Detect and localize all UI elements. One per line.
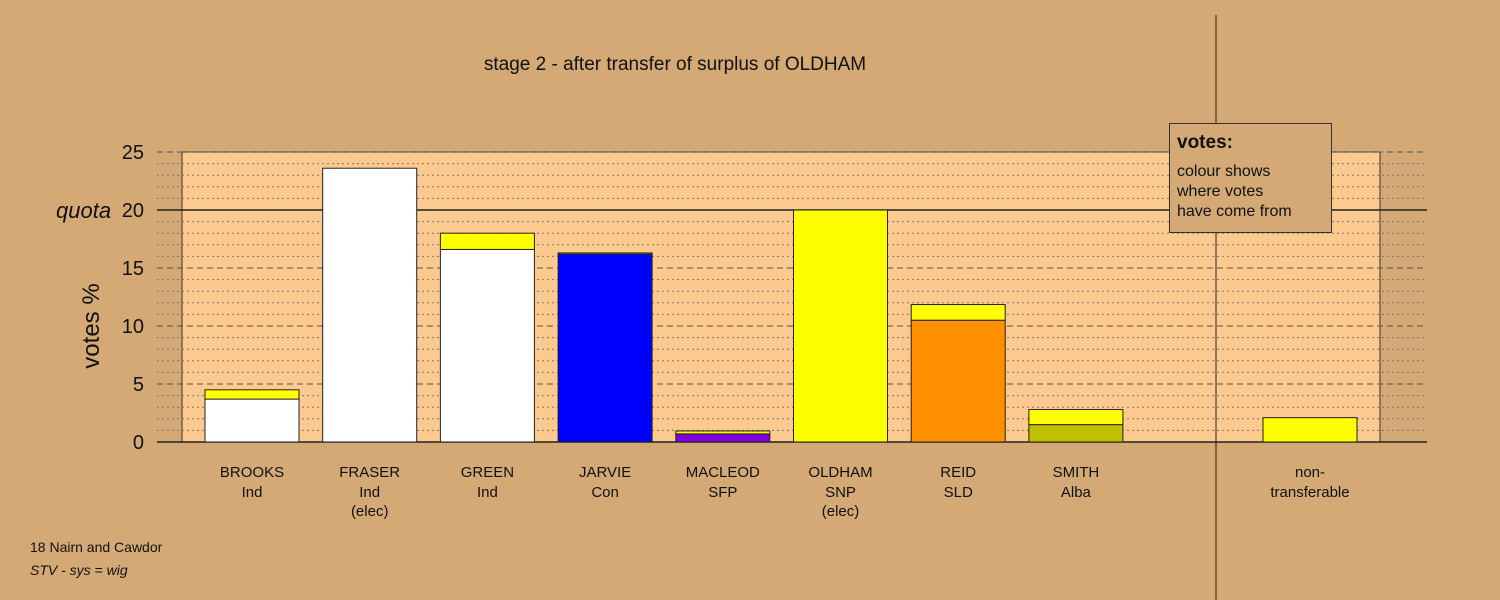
y-tick-label: 20 xyxy=(122,200,144,222)
candidate-party-smith: Alba xyxy=(1061,484,1092,501)
bar-fraser-segment-0 xyxy=(322,167,418,443)
x-axis-labels: BROOKS Ind FRASER Ind (elec) GREEN Ind JARVIE Co… xyxy=(220,464,1350,520)
bar-reid-segment-1 xyxy=(910,304,1006,321)
bar-oldham-segment-0 xyxy=(793,209,888,443)
non-transferable-label-1: non- xyxy=(1295,464,1325,481)
candidate-party-macleod: SFP xyxy=(708,484,737,501)
candidate-status-oldham: (elec) xyxy=(822,503,860,520)
district-name: 18 Nairn and Cawdor xyxy=(30,539,163,555)
y-tick-label: 25 xyxy=(122,142,144,164)
bar-reid-segment-0 xyxy=(910,319,1006,443)
y-tick-label: 15 xyxy=(122,258,144,280)
legend-line: have come from xyxy=(1177,203,1292,220)
candidate-name-reid: REID xyxy=(940,464,976,481)
y-axis: 0 5 10 15 20 25 xyxy=(122,142,144,454)
chart-title: stage 2 - after transfer of surplus of O… xyxy=(484,54,866,75)
legend-title: votes: xyxy=(1177,132,1233,153)
bar-macleod-segment-0 xyxy=(675,433,771,443)
bar-macleod-segment-1 xyxy=(675,430,771,435)
candidate-name-fraser: FRASER xyxy=(339,464,400,481)
y-axis-label: votes % xyxy=(78,283,105,368)
legend-line: where votes xyxy=(1177,183,1264,200)
candidate-name-macleod: MACLEOD xyxy=(686,464,760,481)
bar-brooks-segment-1 xyxy=(204,389,300,400)
candidate-status-fraser: (elec) xyxy=(351,503,389,520)
y-tick-label: 10 xyxy=(122,316,144,338)
candidate-party-oldham: SNP xyxy=(825,484,856,501)
legend-text: colour shows where votes have come from xyxy=(1177,162,1324,222)
system-note: STV - sys = wig xyxy=(30,562,128,578)
bar-brooks-segment-0 xyxy=(204,398,300,443)
y-tick-label: 0 xyxy=(133,432,144,454)
bar-jarvie-segment-0 xyxy=(557,253,653,443)
candidate-party-green: Ind xyxy=(477,484,498,501)
bar-green-segment-1 xyxy=(439,232,535,250)
non-transferable-label-2: transferable xyxy=(1270,484,1349,501)
quota-label: quota xyxy=(56,198,111,223)
candidate-name-jarvie: JARVIE xyxy=(579,464,631,481)
y-tick-label: 5 xyxy=(133,374,144,396)
candidate-name-smith: SMITH xyxy=(1053,464,1100,481)
bars xyxy=(204,167,1358,443)
candidate-name-green: GREEN xyxy=(461,464,514,481)
candidate-party-jarvie: Con xyxy=(591,484,619,501)
bar-jarvie-segment-1 xyxy=(557,252,653,255)
bar-non-transferable-segment-0 xyxy=(1262,417,1358,443)
candidate-party-fraser: Ind xyxy=(359,484,380,501)
bar-green-segment-0 xyxy=(439,248,535,443)
bar-smith-segment-0 xyxy=(1028,424,1124,443)
bar-smith-segment-1 xyxy=(1028,409,1124,426)
legend-line: colour shows xyxy=(1177,163,1271,180)
candidate-name-oldham: OLDHAM xyxy=(808,464,872,481)
legend: votes: colour shows where votes have com… xyxy=(1169,123,1332,233)
candidate-party-reid: SLD xyxy=(944,484,973,501)
candidate-name-brooks: BROOKS xyxy=(220,464,284,481)
candidate-party-brooks: Ind xyxy=(242,484,263,501)
